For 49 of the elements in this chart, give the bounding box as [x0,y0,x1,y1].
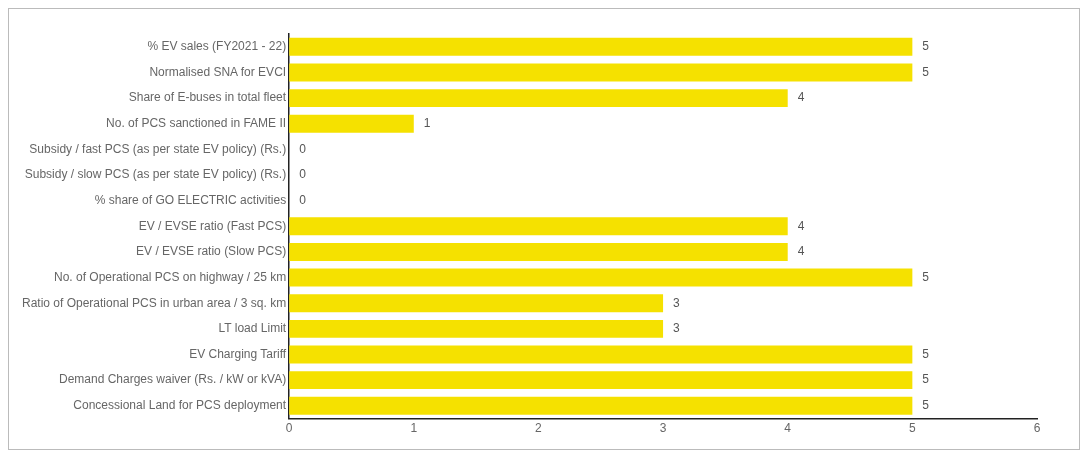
y-tick-label: Ratio of Operational PCS in urban area / 3 sq. km [21,295,287,310]
x-tick-label: 4 [784,421,792,436]
bar [289,242,788,261]
data-label: 4 [797,218,805,233]
y-tick-label: EV / EVSE ratio (Slow PCS) [136,244,287,259]
data-label: 5 [922,269,930,284]
data-label: 0 [299,192,307,207]
data-label: 5 [922,346,930,361]
data-label: 0 [299,141,307,156]
x-tick-label: 2 [535,421,543,436]
bar [289,268,913,287]
y-tick-label: Normalised SNA for EVCI [149,64,287,79]
x-tick-label: 0 [285,421,293,436]
y-tick-label: % EV sales (FY2021 - 22) [147,39,287,54]
y-tick-label: Share of E-buses in total fleet [128,90,287,105]
y-tick-label: Concessional Land for PCS deployment [73,398,287,413]
data-label: 0 [299,167,307,182]
y-tick-label: Subsidy / slow PCS (as per state EV policy) (Rs.) [24,167,287,182]
bar [289,345,913,364]
bar [289,371,913,390]
y-tick-label: Demand Charges waiver (Rs. / kW or kVA) [58,372,287,387]
data-label: 4 [797,90,805,105]
bar [289,319,664,338]
y-tick-label: LT load Limit [218,321,287,336]
bar [289,114,414,133]
data-label: 5 [922,39,930,54]
data-label: 3 [673,321,681,336]
x-tick-label: 5 [909,421,917,436]
bar [289,89,788,108]
x-tick-label: 1 [410,421,418,436]
y-tick-label: EV / EVSE ratio (Fast PCS) [138,218,287,233]
y-tick-label: Subsidy / fast PCS (as per state EV policy) (Rs.) [29,141,287,156]
data-label: 5 [922,372,930,387]
bar [289,396,913,415]
bar [289,37,913,56]
y-tick-label: % share of GO ELECTRIC activities [94,192,287,207]
x-tick-label: 6 [1033,421,1041,436]
data-label: 3 [673,295,681,310]
data-label: 5 [922,64,930,79]
y-tick-label: No. of PCS sanctioned in FAME II [106,116,287,131]
y-tick-label: EV Charging Tariff [189,346,287,361]
data-label: 5 [922,398,930,413]
data-label: 4 [797,244,805,259]
bar [289,217,788,236]
bar [289,63,913,82]
data-label: 1 [423,116,431,131]
y-tick-label: No. of Operational PCS on highway / 25 km [54,269,287,284]
x-tick-label: 3 [659,421,667,436]
bar [289,294,664,313]
